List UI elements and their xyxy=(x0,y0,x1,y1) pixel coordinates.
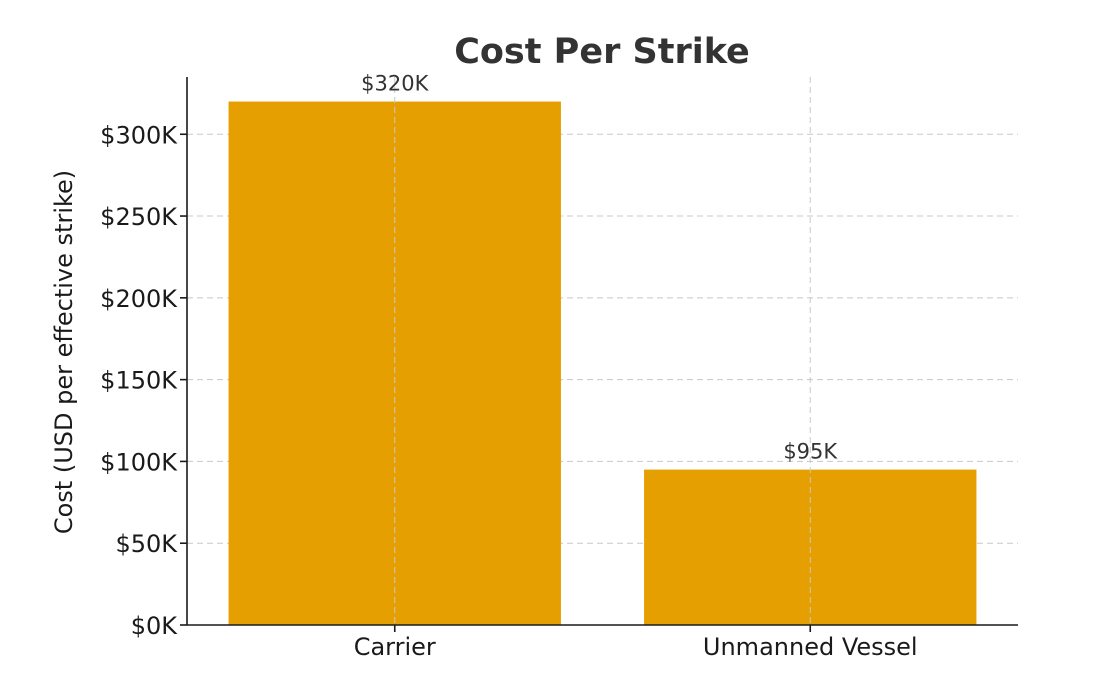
bar-data-label: $320K xyxy=(361,72,429,96)
bar-data-label: $95K xyxy=(783,440,838,464)
y-tick-label: $0K xyxy=(131,612,179,640)
x-grid-layer xyxy=(394,77,811,625)
y-tick-label: $200K xyxy=(100,285,178,313)
label-layer: $0K $50K $100K $150K $200K $250K $300K $320K Car… xyxy=(100,72,917,661)
y-tick-label: $300K xyxy=(100,121,178,149)
y-tick-label: $150K xyxy=(100,367,178,395)
y-tick-label: $50K xyxy=(115,530,178,558)
x-tick-label: Unmanned Vessel xyxy=(703,633,918,661)
y-axis-label: Cost (USD per effective strike) xyxy=(50,170,78,534)
chart-title: Cost Per Strike xyxy=(454,32,750,72)
y-tick-label: $100K xyxy=(100,448,178,476)
bar-layer xyxy=(228,101,977,626)
axis-layer xyxy=(180,77,1018,632)
y-tick-label: $250K xyxy=(100,203,178,231)
x-tick-label: Carrier xyxy=(354,633,436,661)
